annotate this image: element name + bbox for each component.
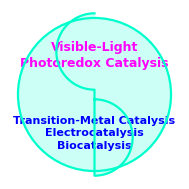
- Polygon shape: [56, 13, 171, 176]
- Text: Visible-Light
Photoredox Catalysis: Visible-Light Photoredox Catalysis: [20, 41, 169, 70]
- Polygon shape: [18, 13, 133, 176]
- Text: Transition-Metal Catalysis
Electrocatalysis
Biocatalysis: Transition-Metal Catalysis Electrocataly…: [13, 116, 176, 151]
